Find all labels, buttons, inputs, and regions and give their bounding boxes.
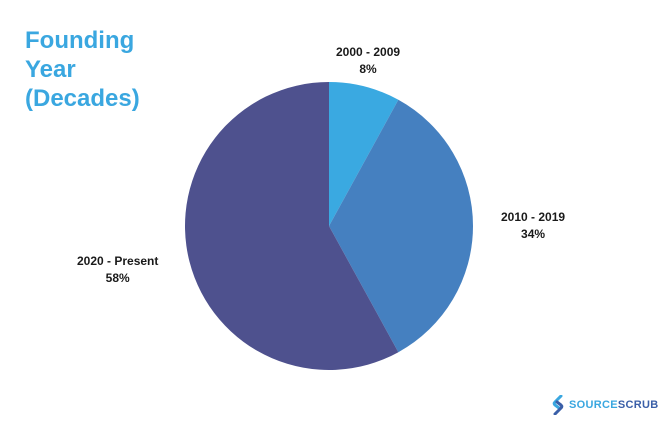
- slice-category: 2010 - 2019: [501, 210, 566, 224]
- pie-slice-2000-2009: [329, 82, 399, 226]
- brand-source-text: SOURCE: [569, 399, 618, 411]
- slice-percent: 58%: [105, 271, 130, 285]
- pie-slice-2020-present: [184, 82, 399, 370]
- pie-slice-2010-2019: [329, 99, 473, 353]
- slice-label-2020-present: 2020 - Present 58%: [77, 253, 158, 287]
- chart-title: Founding Year (Decades): [25, 27, 140, 112]
- slice-percent: 34%: [521, 227, 546, 241]
- brand-scrub-text: SCRUB: [617, 399, 659, 411]
- slice-percent: 8%: [359, 62, 377, 76]
- brand-logo: SOURCESCRUB: [552, 395, 659, 415]
- slice-label-2010-2019: 2010 - 2019 34%: [501, 209, 565, 243]
- slice-label-2000-2009: 2000 - 2009 8%: [336, 44, 400, 78]
- sourcescrub-s-logo-icon: [552, 395, 564, 415]
- slice-category: 2020 - Present: [77, 254, 159, 268]
- slice-category: 2000 - 2009: [336, 45, 401, 59]
